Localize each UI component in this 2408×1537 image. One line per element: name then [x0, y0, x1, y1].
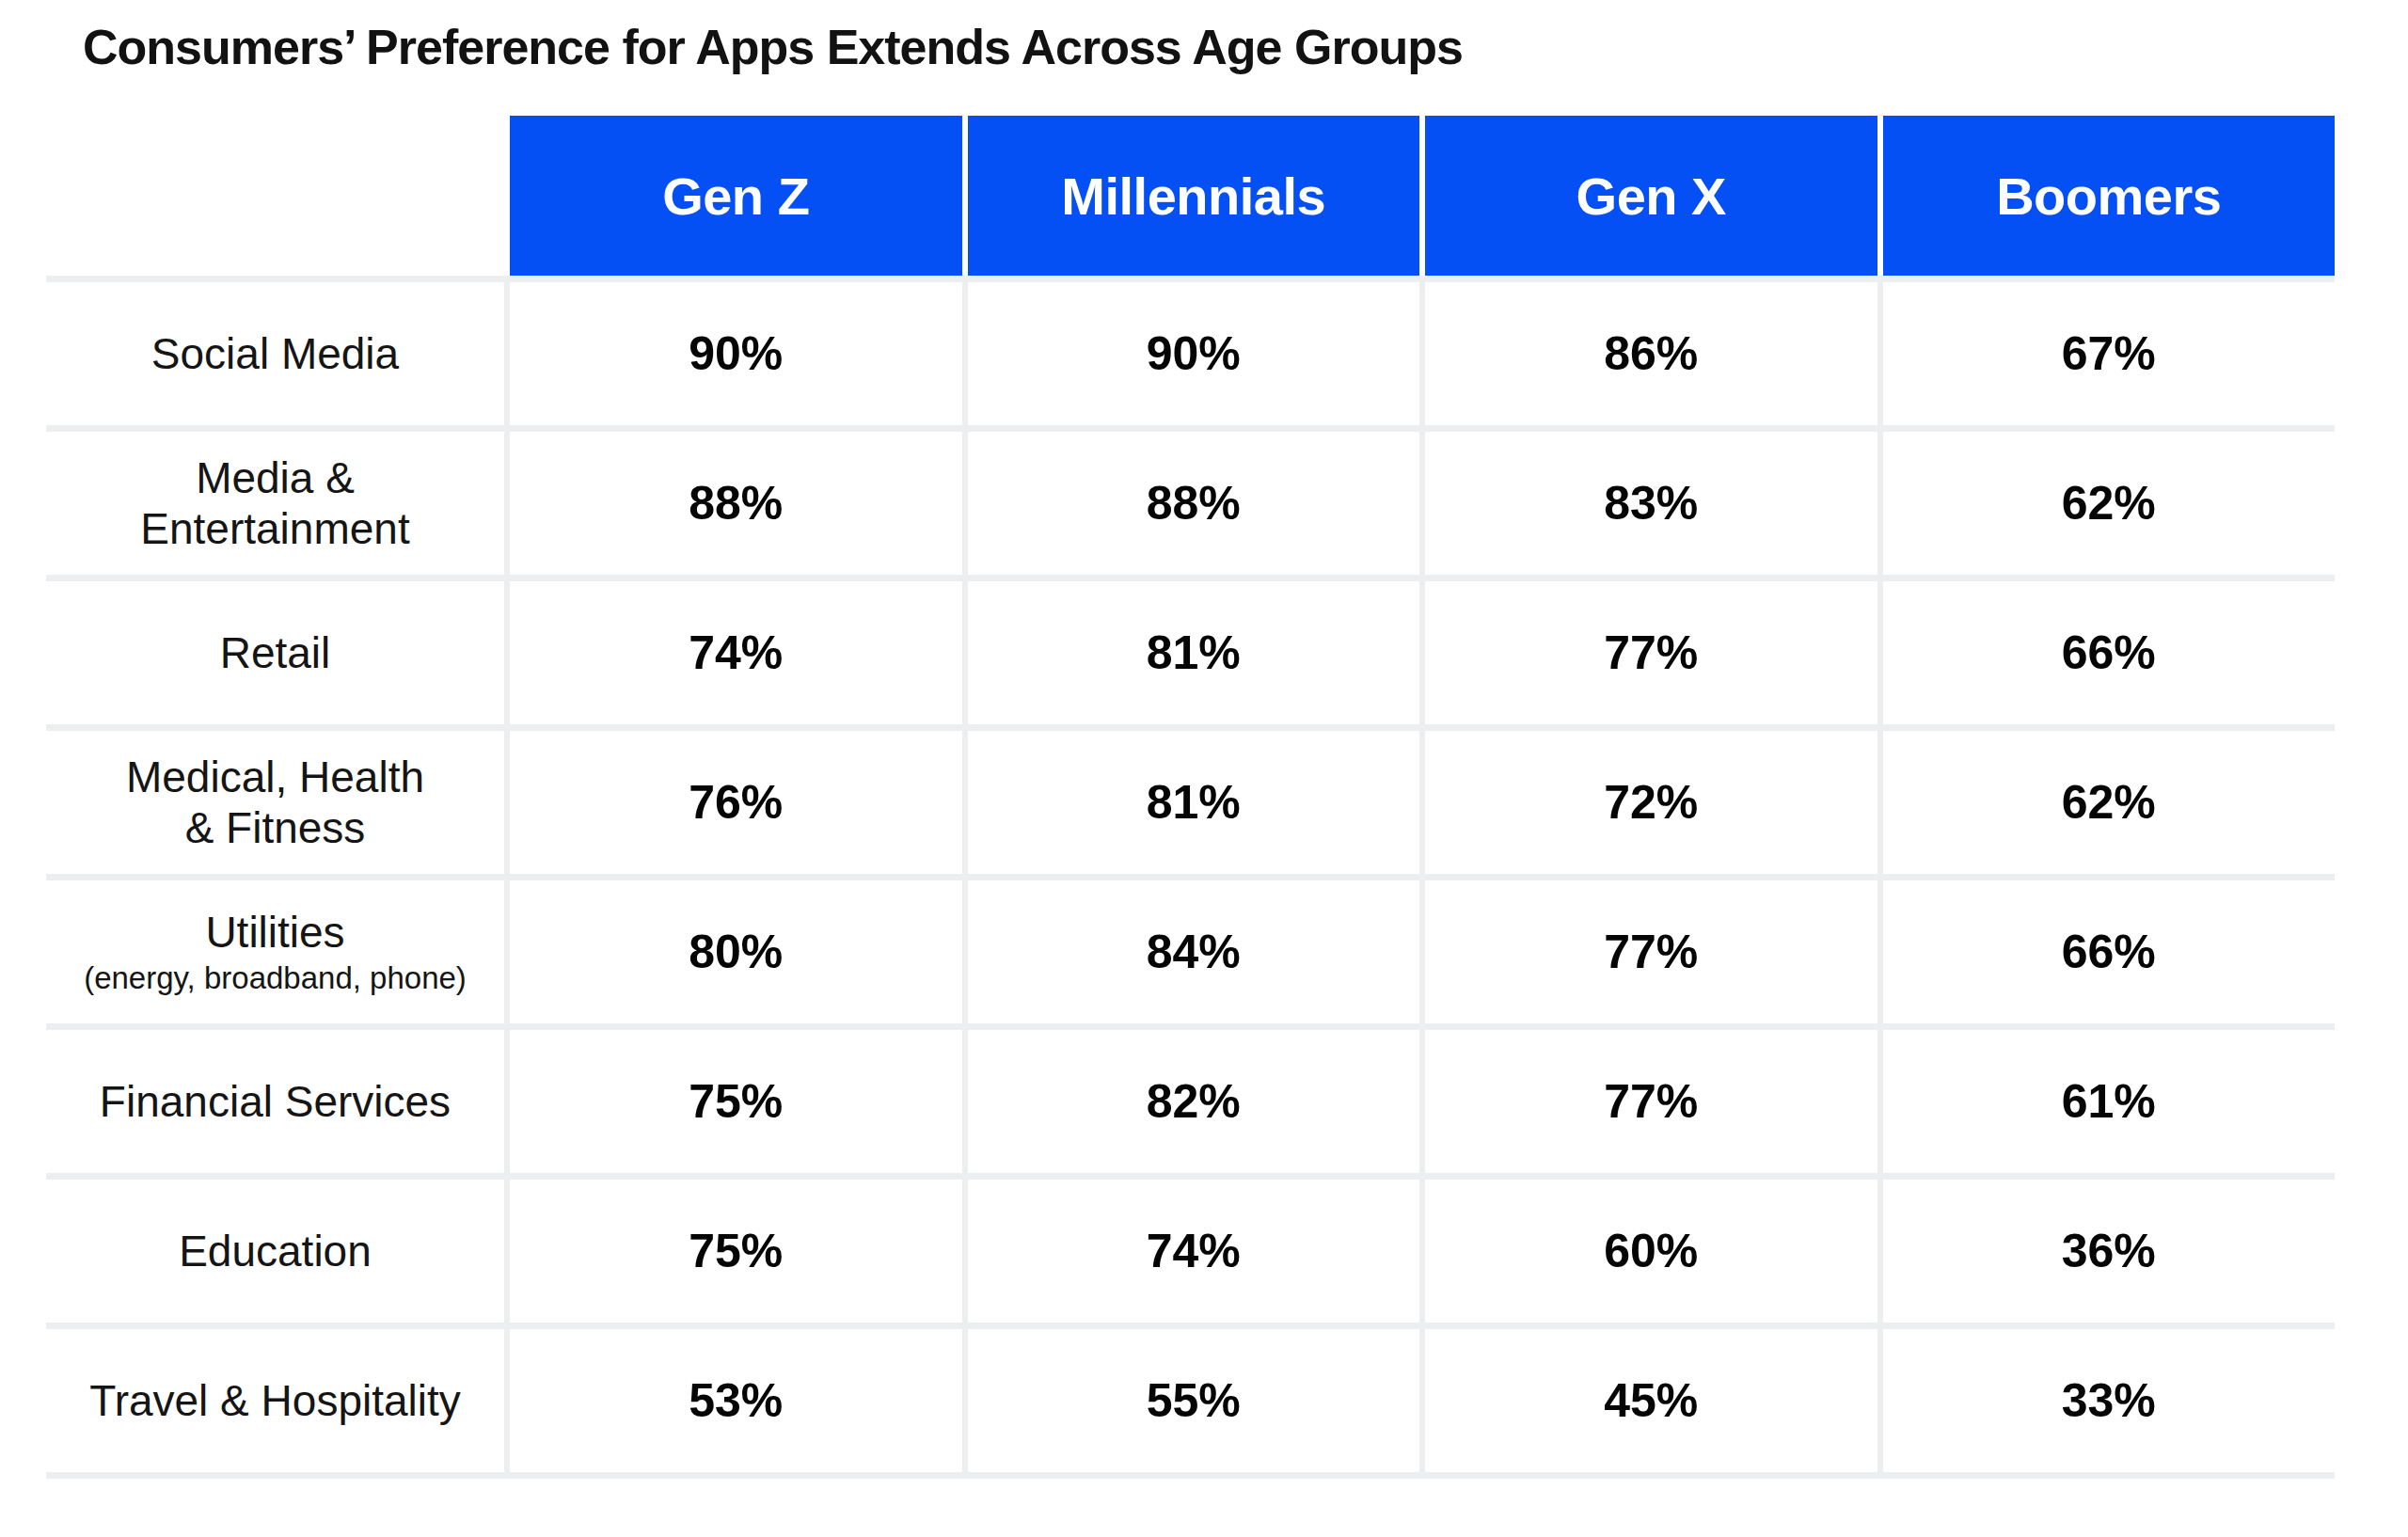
value-cell: 77%: [1425, 880, 1877, 1023]
value-cell: 81%: [968, 581, 1420, 724]
value-cell: 81%: [968, 731, 1420, 874]
preferences-table: Gen ZMillennialsGen XBoomers Social Medi…: [46, 116, 2335, 1479]
page-title: Consumers’ Preference for Apps Extends A…: [83, 21, 1463, 74]
value-cell: 82%: [968, 1030, 1420, 1173]
value-cell: 90%: [968, 282, 1420, 425]
row-label: Social Media: [46, 282, 504, 425]
value-cell: 45%: [1425, 1329, 1877, 1472]
table-header-row: Gen ZMillennialsGen XBoomers: [46, 116, 2335, 276]
row-label: Retail: [46, 581, 504, 724]
value-cell: 33%: [1883, 1329, 2336, 1472]
value-cell: 66%: [1883, 880, 2336, 1023]
row-label-line: Travel & Hospitality: [89, 1375, 461, 1426]
value-cell: 75%: [510, 1030, 962, 1173]
value-cell: 74%: [968, 1180, 1420, 1323]
column-header-boomers: Boomers: [1883, 116, 2336, 276]
row-label: Travel & Hospitality: [46, 1329, 504, 1472]
row-label: Medical, Health& Fitness: [46, 731, 504, 874]
row-label: Education: [46, 1180, 504, 1323]
row-label-line: Utilities: [205, 907, 344, 958]
row-label-line: Education: [179, 1226, 372, 1276]
value-cell: 55%: [968, 1329, 1420, 1472]
row-label-line: Media &: [196, 452, 355, 503]
value-cell: 61%: [1883, 1030, 2336, 1173]
value-cell: 67%: [1883, 282, 2336, 425]
value-cell: 76%: [510, 731, 962, 874]
value-cell: 62%: [1883, 432, 2336, 575]
row-label: Media &Entertainment: [46, 432, 504, 575]
value-cell: 86%: [1425, 282, 1877, 425]
row-label-line: Social Media: [151, 328, 399, 379]
value-cell: 72%: [1425, 731, 1877, 874]
header-corner-cell: [46, 116, 504, 276]
value-cell: 74%: [510, 581, 962, 724]
value-cell: 36%: [1883, 1180, 2336, 1323]
row-label-line: Entertainment: [140, 503, 409, 554]
value-cell: 66%: [1883, 581, 2336, 724]
row-label-line: Financial Services: [100, 1076, 451, 1127]
value-cell: 77%: [1425, 1030, 1877, 1173]
column-header-gen-z: Gen Z: [510, 116, 962, 276]
row-sublabel: (energy, broadband, phone): [84, 960, 467, 997]
value-cell: 88%: [510, 432, 962, 575]
row-label-line: Retail: [220, 627, 331, 678]
value-cell: 90%: [510, 282, 962, 425]
value-cell: 53%: [510, 1329, 962, 1472]
table-body: Social Media90%90%86%67%Media &Entertain…: [46, 276, 2335, 1479]
row-label-line: & Fitness: [185, 802, 366, 853]
row-label: Financial Services: [46, 1030, 504, 1173]
column-header-millennials: Millennials: [968, 116, 1420, 276]
value-cell: 88%: [968, 432, 1420, 575]
value-cell: 60%: [1425, 1180, 1877, 1323]
value-cell: 83%: [1425, 432, 1877, 575]
column-header-gen-x: Gen X: [1425, 116, 1877, 276]
value-cell: 75%: [510, 1180, 962, 1323]
row-label: Utilities(energy, broadband, phone): [46, 880, 504, 1023]
value-cell: 80%: [510, 880, 962, 1023]
row-label-line: Medical, Health: [126, 752, 424, 802]
value-cell: 84%: [968, 880, 1420, 1023]
value-cell: 77%: [1425, 581, 1877, 724]
value-cell: 62%: [1883, 731, 2336, 874]
